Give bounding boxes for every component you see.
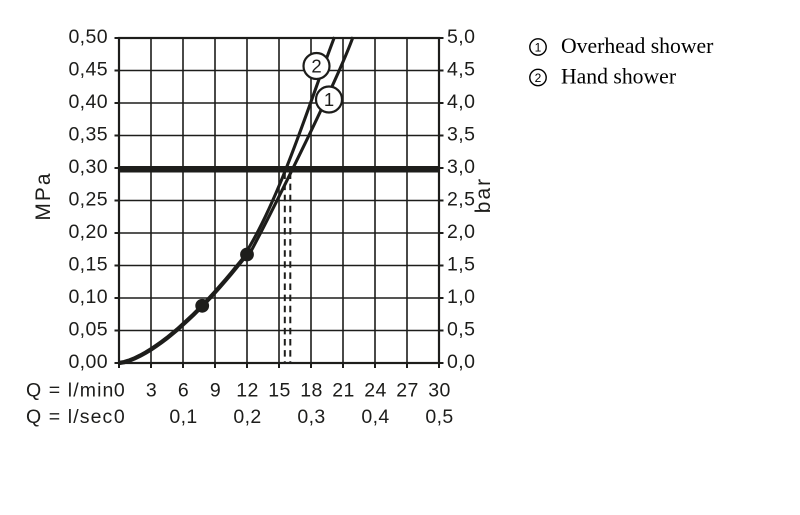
- svg-text:4,0: 4,0: [447, 91, 475, 113]
- svg-text:0,25: 0,25: [68, 189, 108, 211]
- svg-text:0,4: 0,4: [361, 406, 389, 428]
- svg-text:24: 24: [364, 380, 387, 402]
- svg-text:Hand shower: Hand shower: [561, 65, 677, 89]
- svg-text:0,5: 0,5: [447, 319, 475, 341]
- svg-text:0,20: 0,20: [68, 221, 108, 243]
- svg-text:1,0: 1,0: [447, 286, 475, 308]
- svg-text:0,5: 0,5: [425, 406, 453, 428]
- svg-text:30: 30: [428, 380, 451, 402]
- svg-text:6: 6: [178, 380, 189, 402]
- svg-text:MPa: MPa: [32, 171, 55, 220]
- svg-text:Q = l/min: Q = l/min: [26, 380, 114, 402]
- svg-text:2: 2: [311, 56, 321, 77]
- svg-text:1: 1: [324, 89, 334, 110]
- svg-text:2,0: 2,0: [447, 221, 475, 243]
- svg-text:0,05: 0,05: [68, 319, 108, 341]
- svg-text:0,0: 0,0: [447, 351, 475, 373]
- svg-text:bar: bar: [472, 177, 495, 213]
- svg-text:1: 1: [535, 40, 542, 54]
- svg-text:27: 27: [396, 380, 419, 402]
- svg-text:3,0: 3,0: [447, 156, 475, 178]
- svg-text:0,45: 0,45: [68, 59, 108, 81]
- svg-text:0,3: 0,3: [297, 406, 325, 428]
- svg-text:0,50: 0,50: [68, 26, 108, 48]
- svg-text:18: 18: [300, 380, 323, 402]
- svg-text:5,0: 5,0: [447, 26, 475, 48]
- svg-text:0,00: 0,00: [68, 351, 108, 373]
- svg-text:21: 21: [332, 380, 355, 402]
- svg-text:12: 12: [236, 380, 259, 402]
- svg-text:3: 3: [146, 380, 157, 402]
- svg-text:9: 9: [210, 380, 221, 402]
- svg-text:15: 15: [268, 380, 291, 402]
- svg-text:0,35: 0,35: [68, 124, 108, 146]
- svg-text:4,5: 4,5: [447, 59, 475, 81]
- svg-text:0,40: 0,40: [68, 91, 108, 113]
- svg-text:2: 2: [535, 71, 542, 85]
- svg-text:0,1: 0,1: [169, 406, 197, 428]
- svg-text:3,5: 3,5: [447, 124, 475, 146]
- svg-text:0,10: 0,10: [68, 286, 108, 308]
- svg-text:0,2: 0,2: [233, 406, 261, 428]
- svg-text:Q = l/sec: Q = l/sec: [26, 406, 113, 428]
- svg-text:2,5: 2,5: [447, 189, 475, 211]
- svg-text:0,30: 0,30: [68, 156, 108, 178]
- svg-text:Overhead shower: Overhead shower: [561, 34, 714, 58]
- svg-text:0: 0: [114, 406, 125, 428]
- svg-text:0: 0: [114, 380, 125, 402]
- svg-text:0,15: 0,15: [68, 254, 108, 276]
- svg-text:1,5: 1,5: [447, 254, 475, 276]
